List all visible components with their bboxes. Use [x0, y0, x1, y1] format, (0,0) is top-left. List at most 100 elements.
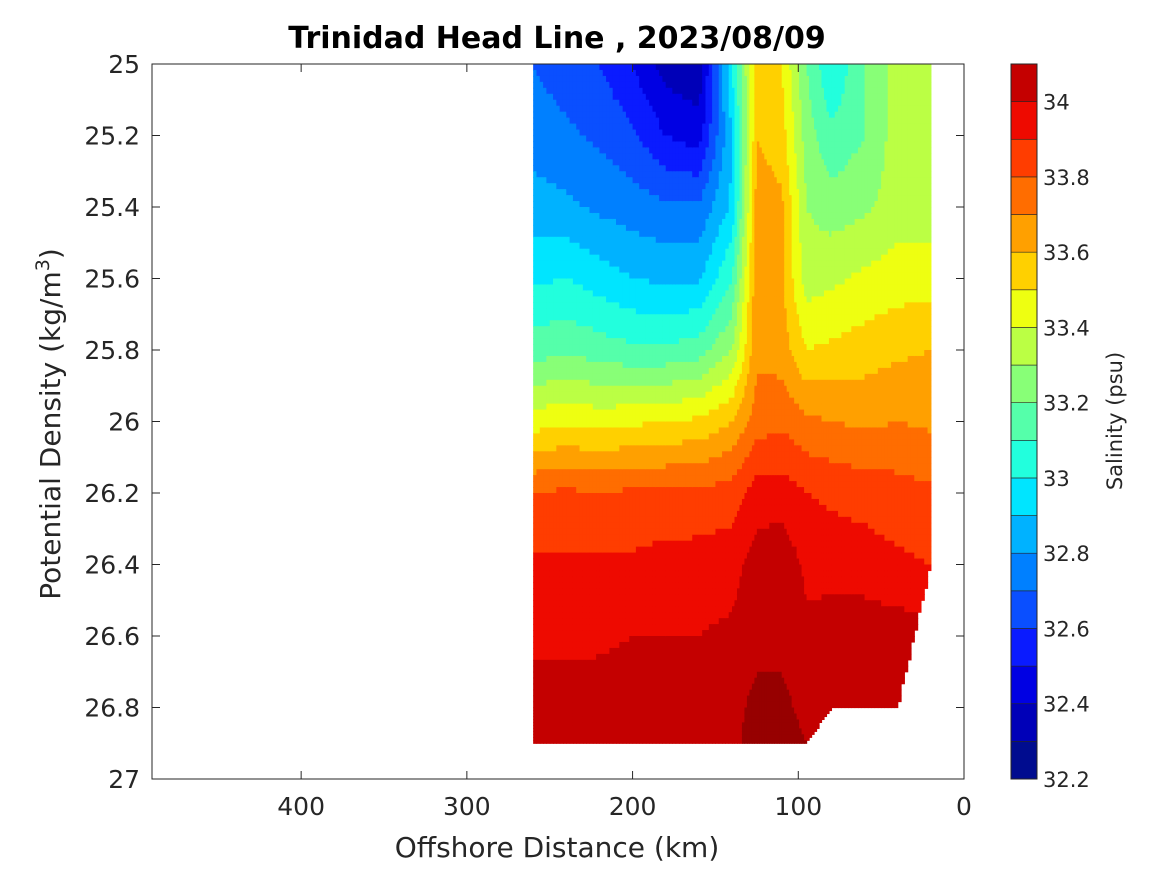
contour-cell [553, 653, 557, 661]
contour-cell [569, 546, 574, 554]
contour-cell [539, 326, 544, 333]
contour-cell [579, 570, 584, 578]
contour-cell [582, 612, 587, 619]
contour-cell [586, 171, 591, 178]
contour-cell [549, 516, 554, 524]
contour-cell [586, 588, 591, 595]
contour-cell [569, 510, 574, 518]
contour-cell [582, 99, 587, 107]
contour-cell [576, 433, 581, 440]
contour-cell [562, 290, 567, 297]
contour-cell [553, 510, 557, 518]
contour-cell [576, 522, 581, 530]
contour-cell [543, 647, 547, 655]
contour-cell [559, 171, 564, 178]
contour-cell [596, 451, 601, 458]
contour-cell [589, 594, 594, 601]
contour-cell [566, 636, 571, 643]
contour-cell [592, 129, 597, 137]
contour-cell [546, 111, 551, 119]
contour-cell [562, 129, 567, 137]
contour-cell [553, 504, 557, 512]
contour-cell [539, 135, 544, 143]
contour-cell [549, 665, 554, 673]
contour-cell [549, 710, 554, 715]
contour-cell [572, 230, 577, 238]
contour-cell [549, 290, 554, 297]
contour-cell [539, 64, 544, 71]
contour-cell [543, 254, 547, 262]
contour-cell [543, 653, 547, 661]
contour-cell [559, 224, 564, 232]
contour-cell [556, 99, 561, 107]
contour-cell [566, 671, 571, 679]
contour-cell [589, 612, 594, 619]
contour-cell [572, 153, 577, 160]
contour-cell [559, 540, 564, 548]
contour-cell [586, 201, 591, 208]
contour-cell [556, 81, 561, 89]
contour-cell [539, 463, 544, 470]
contour-cell [543, 701, 547, 709]
contour-cell [596, 445, 601, 452]
contour-cell [559, 433, 564, 440]
contour-cell [566, 647, 571, 655]
contour-cell [559, 588, 564, 595]
contour-cell [562, 659, 567, 667]
contour-cell [539, 433, 544, 440]
contour-cell [553, 224, 557, 232]
contour-cell [596, 564, 601, 572]
contour-cell [586, 415, 591, 423]
contour-cell [576, 129, 581, 137]
contour-cell [543, 195, 547, 202]
contour-cell [543, 677, 547, 685]
contour-cell [536, 695, 541, 703]
contour-cell [556, 558, 561, 566]
contour-cell [586, 618, 591, 625]
contour-cell [566, 332, 571, 339]
contour-cell [566, 326, 571, 333]
contour-cell [576, 230, 581, 238]
contour-cell [559, 528, 564, 536]
contour-cell [592, 552, 597, 560]
contour-cell [562, 636, 567, 643]
contour-cell [536, 415, 541, 423]
contour-cell [553, 344, 557, 351]
contour-cell [546, 552, 551, 560]
contour-cell [536, 534, 541, 542]
contour-cell [566, 391, 571, 399]
contour-cell [539, 332, 544, 339]
contour-cell [549, 618, 554, 625]
contour-cell [572, 332, 577, 339]
contour-cell [562, 594, 567, 601]
contour-cell [539, 87, 544, 95]
contour-cell [582, 582, 587, 589]
contour-cell [546, 123, 551, 131]
contour-cell [586, 528, 591, 536]
contour-cell [589, 75, 594, 83]
contour-cell [592, 242, 597, 250]
contour-cell [546, 320, 551, 327]
contour-cell [562, 81, 567, 89]
contour-cell [596, 153, 601, 160]
contour-cell [539, 379, 544, 387]
contour-cell [536, 397, 541, 405]
contour-cell [543, 302, 547, 309]
contour-cell [572, 522, 577, 530]
contour-cell [553, 153, 557, 160]
contour-cell [572, 403, 577, 411]
contour-cell [576, 582, 581, 589]
contour-cell [559, 737, 564, 741]
contour-cell [536, 722, 541, 726]
contour-cell [539, 740, 544, 744]
contour-cell [539, 367, 544, 375]
contour-cell [572, 320, 577, 327]
contour-cell [543, 612, 547, 619]
contour-cell [559, 683, 564, 691]
contour-cell [579, 588, 584, 595]
contour-cell [572, 564, 577, 572]
contour-cell [556, 588, 561, 595]
contour-cell [559, 689, 564, 697]
contour-cell [536, 618, 541, 625]
contour-cell [576, 201, 581, 208]
